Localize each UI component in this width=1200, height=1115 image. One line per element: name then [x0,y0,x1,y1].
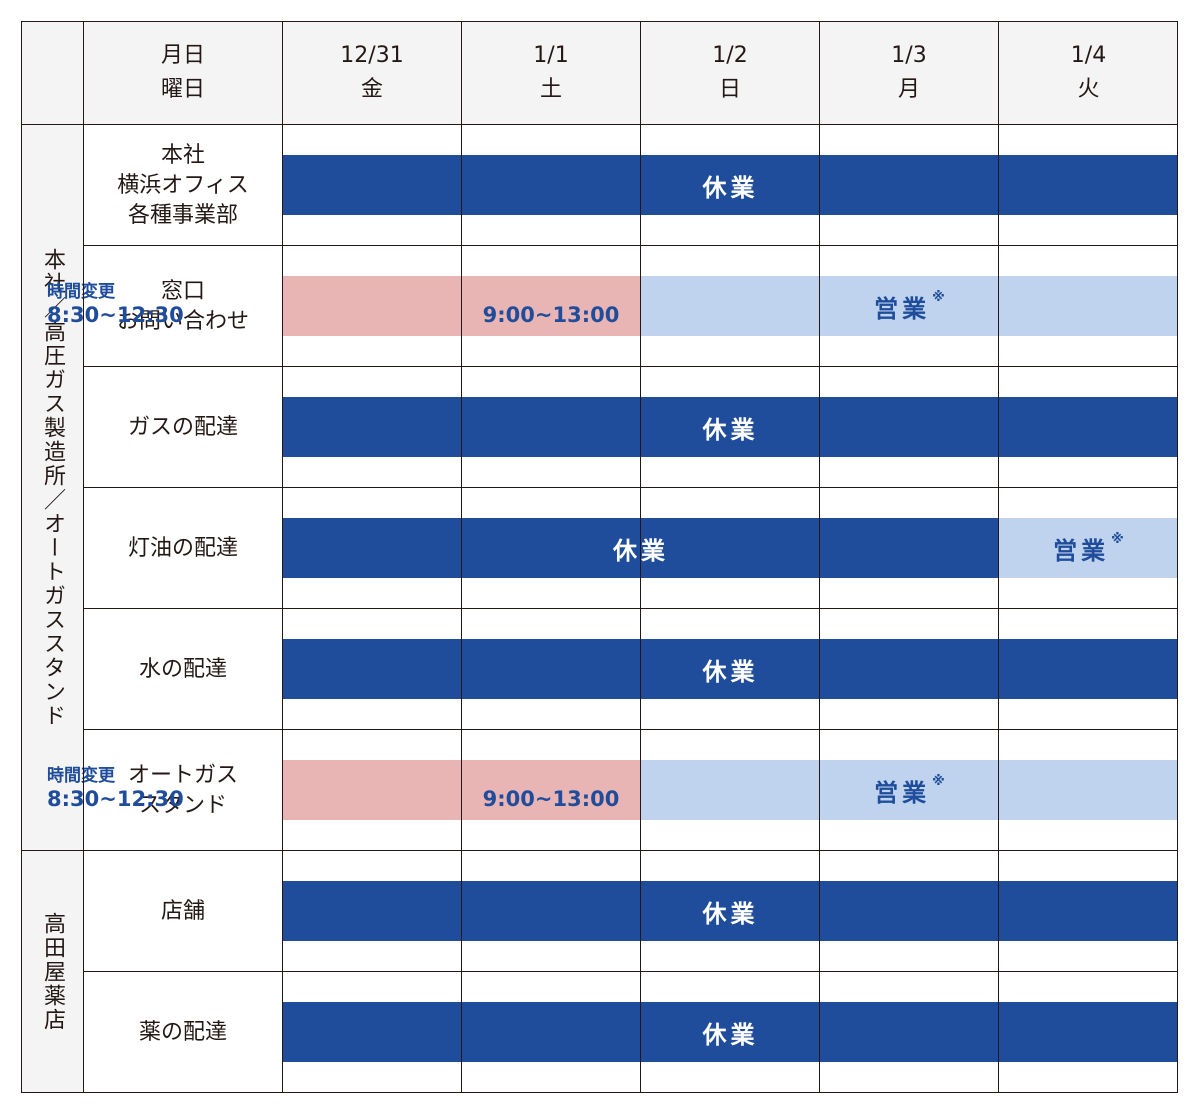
grid-line [21,1092,1178,1093]
changed-hours-time-0101: 9:00~13:00 [482,303,620,327]
changed-hours-time-0101: 9:00~13:00 [482,787,620,811]
day-weekday: 金 [360,77,383,102]
header-day-0101: 1/1 土 [462,39,640,107]
row-label-kerosene-delivery: 灯油の配達 [127,535,238,561]
header-date-weekday-label: 月日 曜日 [84,39,282,107]
grid-line [83,21,84,1093]
group-label-headoffice: 本社／高圧ガス製造所／オートガススタンド [40,248,65,728]
row-label-autogas-stand: オートガス スタンド [127,762,238,818]
status-bar-open: 営業 ※ [641,276,1178,336]
header-weekday-label: 曜日 [160,77,205,102]
grid-line [83,366,1178,367]
grid-line [21,21,22,1093]
header-day-0103: 1/3 月 [820,39,998,107]
grid-line [998,21,999,1093]
day-date: 1/3 [891,43,927,68]
row-label-medicine-delivery: 薬の配達 [138,1019,227,1045]
day-weekday: 日 [718,77,741,102]
holiday-schedule-table: 月日 曜日 12/31 金 1/1 土 1/2 日 1/3 月 1/4 火 本社… [21,21,1178,1093]
grid-line [83,487,1178,488]
day-date: 12/31 [340,43,404,68]
header-day-0102: 1/2 日 [641,39,819,107]
grid-line [461,21,462,1093]
row-label-counter: 窓口 お問い合わせ [116,278,249,334]
grid-line [83,245,1178,246]
header-day-0104: 1/4 火 [999,39,1178,107]
status-bar-closed: 休業 [283,639,1178,699]
row-label-headoffice: 本社 横浜オフィス 各種事業部 [117,142,249,228]
status-bar-closed: 休業 [283,518,999,578]
group-column-bg [21,125,83,1093]
grid-line [21,21,1178,22]
changed-hours-label: 時間変更 8:30~12:30 [47,282,184,327]
row-label-water-delivery: 水の配達 [138,656,227,682]
grid-line [640,21,641,1093]
grid-line [21,124,1178,125]
day-weekday: 土 [539,77,562,102]
day-weekday: 月 [897,77,920,102]
day-weekday: 火 [1077,77,1100,102]
grid-line [83,608,1178,609]
status-bar-open: 営業 ※ [641,760,1178,820]
header-row-bg [21,21,1178,125]
header-day-1231: 12/31 金 [283,39,461,107]
grid-line [1177,21,1178,1093]
grid-line [282,21,283,1093]
changed-hours-label: 時間変更 8:30~12:30 [47,766,184,811]
status-bar-open: 営業 ※ [999,518,1178,578]
status-bar-closed: 休業 [283,397,1178,457]
grid-line [83,729,1178,730]
status-bar-closed: 休業 [283,1002,1178,1062]
day-date: 1/4 [1070,43,1107,68]
status-bar-closed: 休業 [283,155,1178,215]
grid-line [21,850,1178,851]
row-label-store: 店舗 [160,898,205,924]
header-date-label: 月日 [160,43,205,68]
status-bar-changed-hours [283,276,641,336]
status-bar-changed-hours [283,760,641,820]
day-date: 1/1 [533,43,569,68]
status-bar-closed: 休業 [283,881,1178,941]
row-label-gas-delivery: ガスの配達 [127,414,238,440]
day-date: 1/2 [712,43,748,68]
grid-line [83,971,1178,972]
grid-line [819,21,820,1093]
group-label-pharmacy: 高田屋薬店 [40,912,65,1032]
